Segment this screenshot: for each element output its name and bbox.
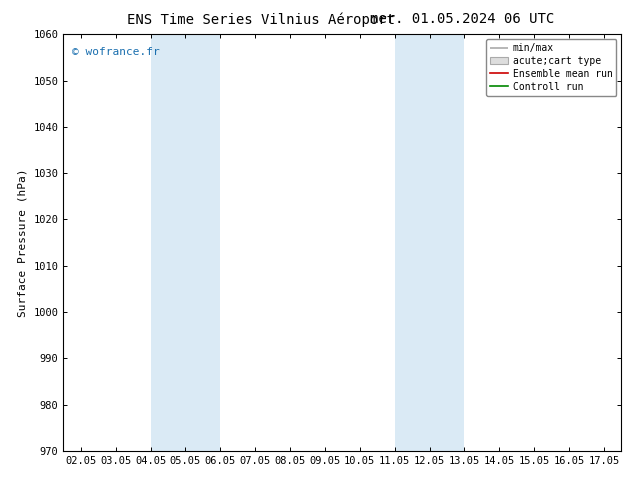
Legend: min/max, acute;cart type, Ensemble mean run, Controll run: min/max, acute;cart type, Ensemble mean … (486, 39, 616, 96)
Y-axis label: Surface Pressure (hPa): Surface Pressure (hPa) (18, 168, 28, 317)
Text: © wofrance.fr: © wofrance.fr (72, 47, 160, 57)
Text: ENS Time Series Vilnius Aéroport: ENS Time Series Vilnius Aéroport (127, 12, 395, 27)
Bar (394, 34, 464, 451)
Bar (150, 34, 221, 451)
Text: mer. 01.05.2024 06 UTC: mer. 01.05.2024 06 UTC (370, 12, 555, 26)
